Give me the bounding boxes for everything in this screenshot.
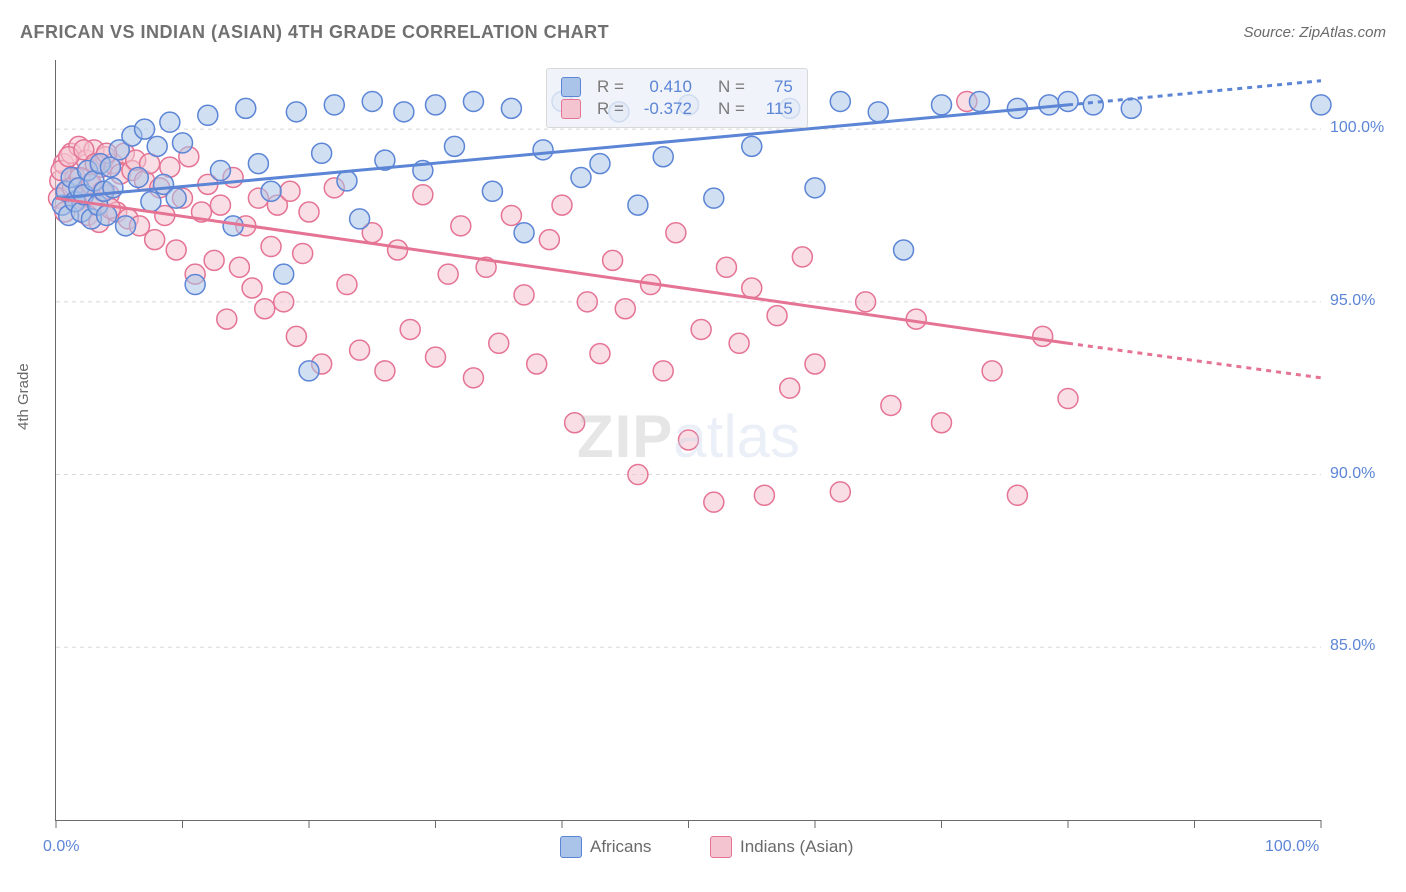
legend-swatch bbox=[710, 836, 732, 858]
source-label: Source: ZipAtlas.com bbox=[1243, 24, 1386, 41]
stats-row: R = 0.410N = 75 bbox=[561, 77, 793, 97]
plot-svg bbox=[56, 60, 1321, 820]
y-tick-label: 85.0% bbox=[1330, 637, 1375, 655]
legend-swatch bbox=[560, 836, 582, 858]
y-axis-label: 4th Grade bbox=[15, 363, 32, 430]
x-tick-label: 0.0% bbox=[43, 838, 79, 856]
series-swatch bbox=[561, 99, 581, 119]
chart-title: AFRICAN VS INDIAN (ASIAN) 4TH GRADE CORR… bbox=[20, 22, 609, 43]
chart-container: AFRICAN VS INDIAN (ASIAN) 4TH GRADE CORR… bbox=[0, 0, 1406, 892]
stats-legend: R = 0.410N = 75R = -0.372N = 115 bbox=[546, 68, 808, 128]
plot-area: ZIPatlas bbox=[55, 60, 1321, 821]
series-swatch bbox=[561, 77, 581, 97]
x-tick-label: 100.0% bbox=[1265, 838, 1319, 856]
y-tick-label: 100.0% bbox=[1330, 119, 1384, 137]
bottom-legend-item: Indians (Asian) bbox=[710, 836, 853, 858]
stats-row: R = -0.372N = 115 bbox=[561, 99, 793, 119]
bottom-legend-item: Africans bbox=[560, 836, 651, 858]
y-tick-label: 90.0% bbox=[1330, 465, 1375, 483]
y-tick-label: 95.0% bbox=[1330, 292, 1375, 310]
